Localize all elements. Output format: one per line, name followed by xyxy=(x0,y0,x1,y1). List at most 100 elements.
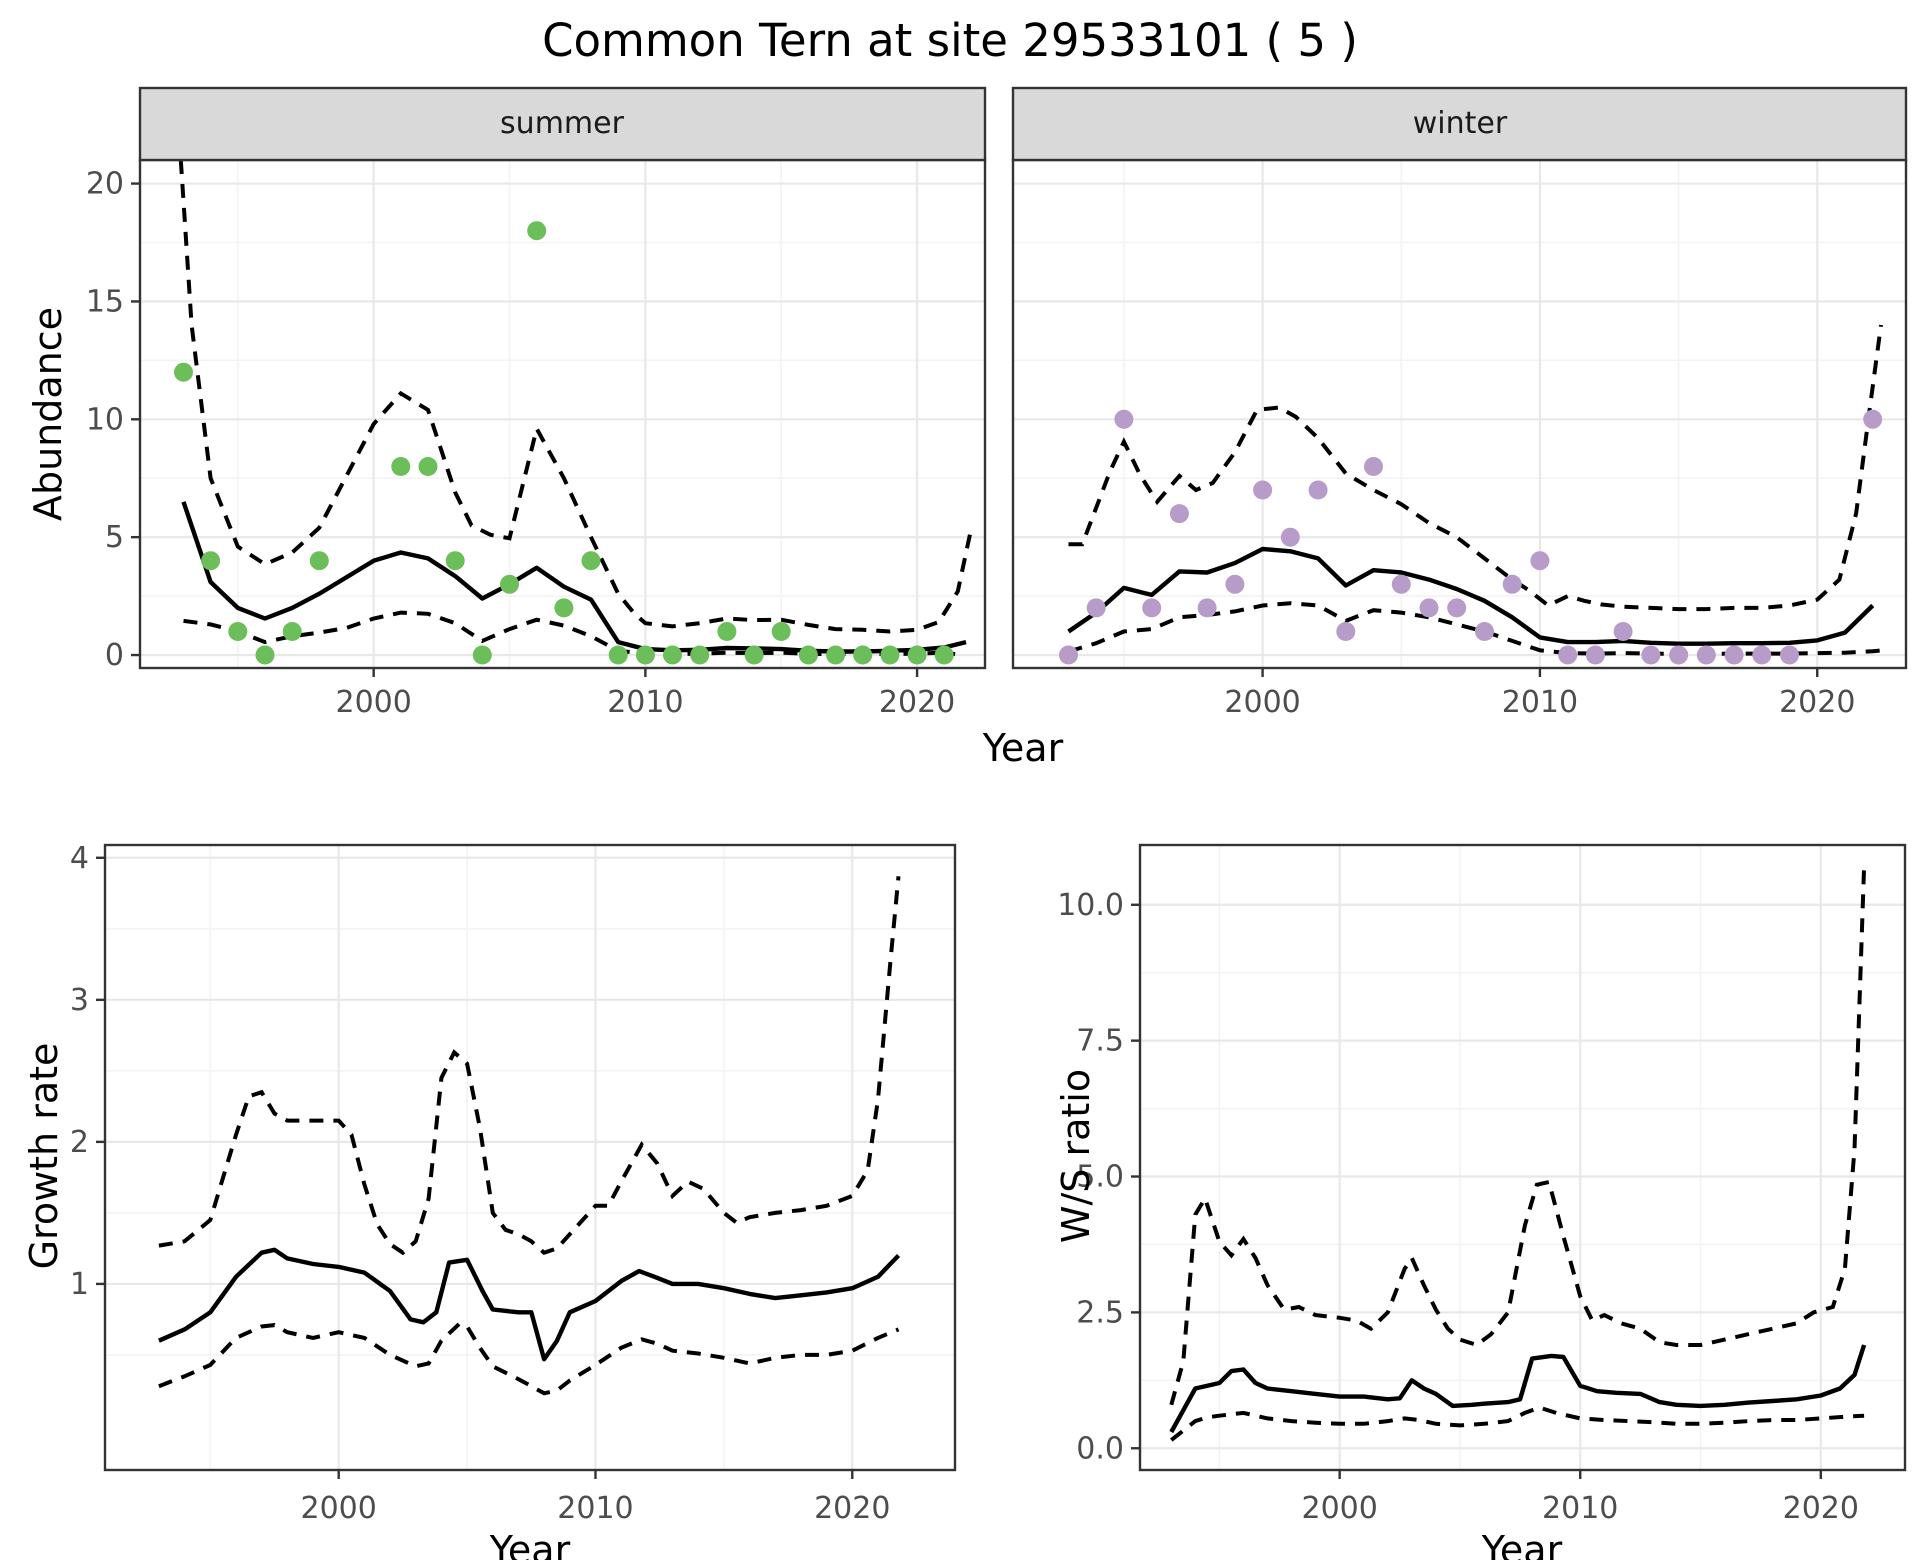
data-point xyxy=(771,622,791,641)
y-axis-title-abundance: Abundance xyxy=(26,306,70,522)
data-point xyxy=(1391,574,1411,594)
data-point xyxy=(201,551,221,571)
data-point xyxy=(1752,645,1772,665)
data-point xyxy=(907,645,927,665)
fit-line xyxy=(158,1247,901,1362)
y-axis: 1 2 3 4 xyxy=(70,841,105,1302)
data-point xyxy=(717,622,737,641)
data-point xyxy=(1780,645,1799,665)
upper-ci-line xyxy=(1169,866,1867,1406)
x-tick-label: 2000 xyxy=(301,1491,377,1526)
gridlines xyxy=(1140,845,1905,1470)
data-point xyxy=(1336,622,1356,641)
data-point xyxy=(282,622,302,641)
x-tick-label: 2010 xyxy=(1502,685,1578,720)
y-axis: 0.0 2.5 5.0 7.5 10.0 xyxy=(1057,888,1140,1466)
data-point xyxy=(690,645,710,665)
data-point xyxy=(1724,645,1744,665)
y-tick-label: 3 xyxy=(70,983,89,1018)
x-tick-label: 2020 xyxy=(879,685,955,720)
facet-strip-label-summer: summer xyxy=(500,106,624,141)
x-axis: 2000 2010 2020 xyxy=(301,1470,890,1526)
facet-strip xyxy=(138,86,987,162)
panel-growth: 2000 2010 2020 1 2 3 4 xyxy=(70,841,957,1526)
data-point xyxy=(1253,480,1273,500)
data-point xyxy=(1502,574,1522,594)
data-point xyxy=(934,645,954,665)
y-tick-label: 0.0 xyxy=(1076,1431,1124,1466)
y-tick-label: 5.0 xyxy=(1076,1160,1124,1195)
x-tick-label: 2000 xyxy=(335,685,411,720)
data-point xyxy=(1447,598,1467,618)
summer-data-points xyxy=(174,221,954,665)
panel-bg xyxy=(1013,160,1906,668)
data-point xyxy=(1475,622,1494,641)
panel-bg xyxy=(1140,845,1905,1470)
data-point xyxy=(1669,645,1689,665)
x-tick-label: 2020 xyxy=(814,1491,890,1526)
data-point xyxy=(1308,480,1328,500)
y-tick-label: 1 xyxy=(70,1267,89,1302)
winter-data-points xyxy=(1059,409,1883,665)
panel-ws: 2000 2010 2020 0.0 2.5 5.0 7.5 10.0 xyxy=(1057,843,1907,1526)
data-point xyxy=(391,457,411,476)
y-tick-label: 5 xyxy=(105,520,124,555)
panel-winter: 2000 2010 2020 xyxy=(1011,86,1908,720)
gridlines xyxy=(105,845,955,1470)
data-point xyxy=(1086,598,1106,618)
data-point xyxy=(1169,504,1189,524)
x-axis-title-year-ws: Year xyxy=(1481,1528,1563,1560)
y-tick-label: 10 xyxy=(86,402,124,437)
data-point xyxy=(1419,598,1439,618)
x-axis-title-year-top: Year xyxy=(982,726,1064,770)
data-point xyxy=(1364,457,1383,476)
data-point xyxy=(1585,645,1605,665)
series-lines xyxy=(158,876,901,1396)
data-point xyxy=(1863,409,1883,429)
upper-ci-line xyxy=(1068,324,1883,612)
y-tick-label: 7.5 xyxy=(1076,1024,1124,1059)
facet-strip-label-winter: winter xyxy=(1412,106,1508,141)
data-point xyxy=(1280,527,1300,547)
data-point xyxy=(744,645,764,665)
fit-line xyxy=(1067,546,1875,646)
panel-summer: 2000 2010 2020 0 5 10 15 20 xyxy=(86,86,987,720)
data-point xyxy=(608,645,628,665)
x-tick-label: 2000 xyxy=(1224,685,1300,720)
data-point xyxy=(554,598,574,618)
panel-bg xyxy=(140,160,985,668)
fit-line xyxy=(1169,1344,1867,1434)
data-point xyxy=(853,645,873,665)
data-point xyxy=(663,645,682,665)
data-point xyxy=(309,551,329,571)
x-axis: 2000 2010 2020 xyxy=(335,668,955,720)
x-tick-label: 2020 xyxy=(1779,685,1855,720)
series-lines xyxy=(1169,866,1867,1442)
x-axis: 2000 2010 2020 xyxy=(1301,1470,1859,1526)
upper-ci-line xyxy=(158,876,901,1256)
data-point xyxy=(880,645,900,665)
x-tick-label: 2020 xyxy=(1783,1491,1859,1526)
data-point xyxy=(1696,645,1716,665)
data-point xyxy=(228,622,248,641)
data-point xyxy=(255,645,275,665)
y-axis-title-growth-rate: Growth rate xyxy=(22,1042,66,1270)
data-point xyxy=(1225,574,1245,594)
data-point xyxy=(1641,645,1661,665)
y-tick-label: 15 xyxy=(86,284,124,319)
data-point xyxy=(527,221,547,241)
data-point xyxy=(1059,645,1078,665)
data-point xyxy=(1114,409,1134,429)
x-axis: 2000 2010 2020 xyxy=(1224,668,1855,720)
y-axis-title-ws-ratio: W/S ratio xyxy=(1054,1068,1098,1244)
y-tick-label: 2 xyxy=(70,1125,89,1160)
x-tick-label: 2010 xyxy=(1542,1491,1618,1526)
x-tick-label: 2000 xyxy=(1301,1491,1377,1526)
panel-border xyxy=(1138,843,1907,1472)
data-point xyxy=(1530,551,1550,571)
data-point xyxy=(418,457,438,476)
x-tick-label: 2010 xyxy=(607,685,683,720)
y-tick-label: 2.5 xyxy=(1076,1295,1124,1330)
